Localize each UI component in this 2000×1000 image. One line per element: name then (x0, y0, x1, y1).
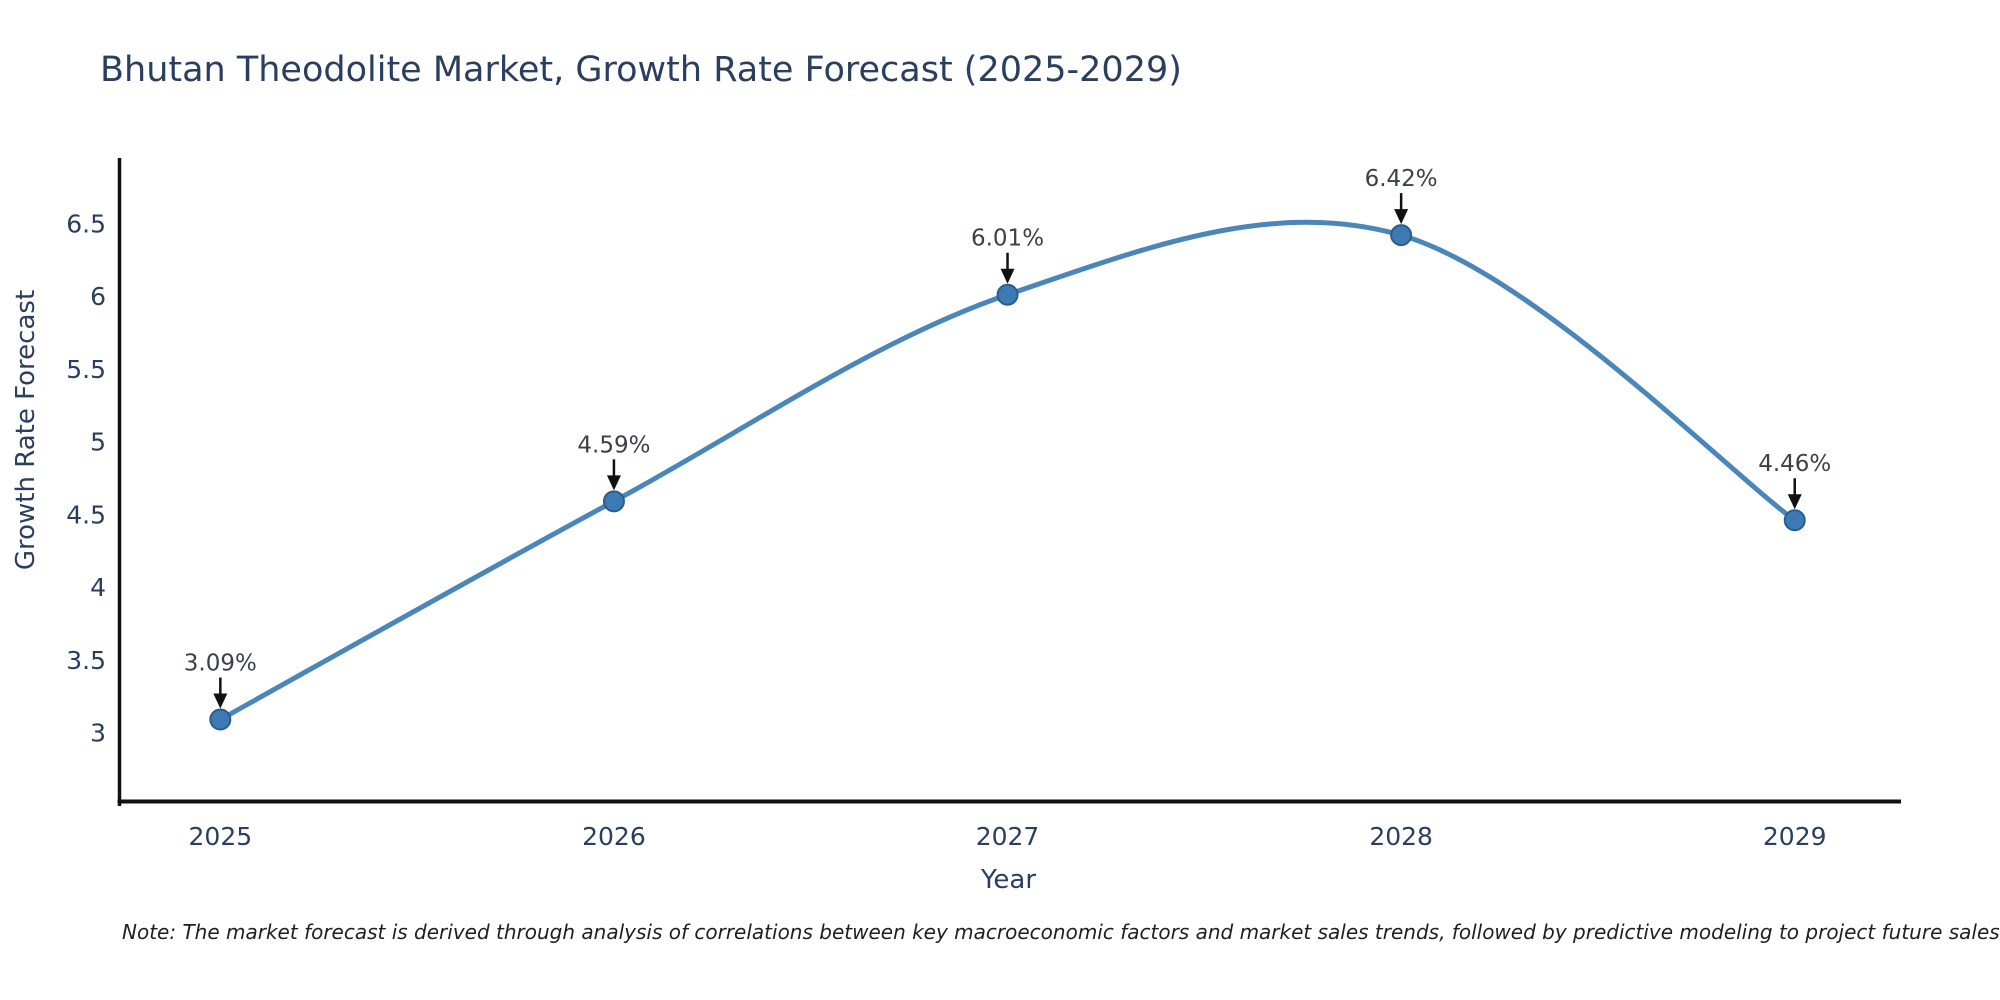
x-axis-title: Year (980, 865, 1036, 895)
annotation-arrowhead-icon (606, 475, 621, 491)
annotation-label: 6.01% (971, 226, 1044, 252)
y-tick-label: 3 (90, 719, 106, 748)
data-point-marker (602, 490, 625, 513)
annotation: 3.09% (184, 651, 257, 709)
annotation-arrowhead-icon (213, 693, 228, 709)
y-tick-label: 3.5 (66, 646, 106, 675)
data-point-marker (1390, 224, 1413, 247)
annotation-label: 4.59% (577, 432, 650, 458)
annotation: 6.01% (971, 226, 1044, 284)
annotation-arrowhead-icon (1394, 209, 1409, 225)
y-tick-label: 6 (90, 282, 106, 311)
annotation-label: 3.09% (184, 651, 257, 677)
annotation-label: 4.46% (1758, 451, 1831, 477)
y-axis-title: Growth Rate Forecast (11, 290, 41, 570)
y-tick-label: 6.5 (66, 209, 106, 238)
annotation: 4.46% (1758, 451, 1831, 510)
annotation: 6.42% (1365, 166, 1438, 225)
chart-title: Bhutan Theodolite Market, Growth Rate Fo… (100, 50, 1182, 90)
annotation-arrowhead-icon (1000, 268, 1015, 284)
y-tick-label: 4.5 (66, 500, 106, 529)
annotation-label: 6.42% (1365, 166, 1438, 192)
y-tick-label: 5.5 (66, 355, 106, 384)
data-point-marker (209, 708, 232, 731)
x-tick-label: 2029 (1763, 822, 1827, 851)
x-tick-label: 2027 (976, 822, 1040, 851)
x-tick-label: 2028 (1369, 822, 1433, 851)
data-point-marker (1783, 509, 1806, 532)
chart-footnote: Note: The market forecast is derived thr… (122, 920, 2000, 944)
y-tick-label: 5 (90, 428, 106, 457)
x-tick-label: 2026 (582, 822, 646, 851)
data-point-marker (996, 283, 1019, 306)
annotation-arrowhead-icon (1787, 494, 1802, 510)
annotation: 4.59% (577, 432, 650, 491)
x-tick-label: 2025 (189, 822, 253, 851)
y-tick-label: 4 (90, 573, 106, 602)
